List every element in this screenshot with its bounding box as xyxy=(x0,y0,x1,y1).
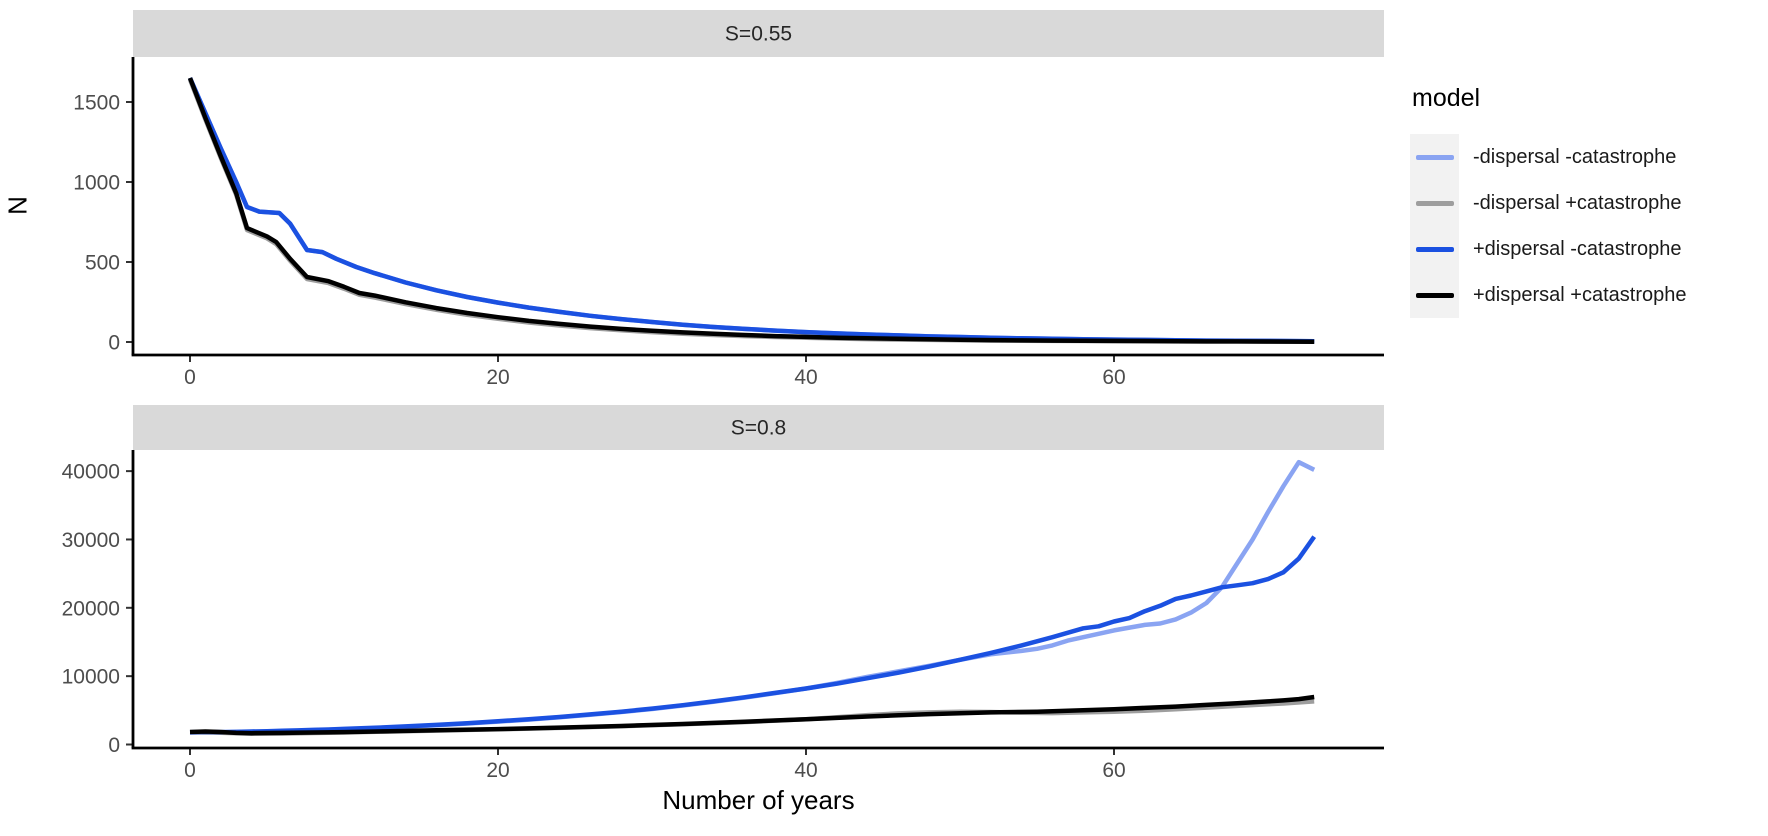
y-tick-label: 10000 xyxy=(62,666,120,689)
legend-swatch-icon xyxy=(1415,292,1454,298)
legend-item: -dispersal +catastrophe xyxy=(1410,180,1686,226)
series-line-dispersal-catastrophe xyxy=(187,78,1315,345)
legend-item: +dispersal +catastrophe xyxy=(1410,272,1686,318)
y-tick-label: 1500 xyxy=(73,92,120,115)
x-tick-label: 40 xyxy=(794,759,817,782)
legend-key-2 xyxy=(1410,226,1459,272)
x-tick-label: 20 xyxy=(486,759,509,782)
x-tick-label: 40 xyxy=(794,366,817,389)
y-tick-label: 1000 xyxy=(73,172,120,195)
legend-key-0 xyxy=(1410,134,1459,180)
y-tick-label: 0 xyxy=(108,332,120,355)
x-tick-label: 0 xyxy=(184,759,196,782)
legend-swatch-icon xyxy=(1415,246,1454,252)
y-tick-label: 500 xyxy=(85,252,120,275)
legend-key-1 xyxy=(1410,180,1459,226)
facet-strip xyxy=(133,405,1384,450)
legend-item-label: +dispersal -catastrophe xyxy=(1473,237,1682,260)
legend: model -dispersal -catastrophe -dispersal … xyxy=(1410,84,1686,318)
legend-items: -dispersal -catastrophe -dispersal +catas… xyxy=(1410,134,1686,318)
facet-strip xyxy=(133,10,1384,57)
y-axis-title: N xyxy=(2,196,33,215)
legend-item: +dispersal -catastrophe xyxy=(1410,226,1686,272)
facet-strip-label: S=0.55 xyxy=(725,23,792,46)
x-tick-label: 20 xyxy=(486,366,509,389)
series-line-dispersal-catastrophe xyxy=(187,77,1315,344)
series-line-dispersal-catastrophe xyxy=(189,694,1315,736)
x-tick-label: 0 xyxy=(184,366,196,389)
facet-strip-label: S=0.8 xyxy=(731,417,786,440)
legend-swatch-icon xyxy=(1415,200,1454,206)
x-tick-label: 60 xyxy=(1102,759,1125,782)
legend-title: model xyxy=(1412,84,1481,112)
y-tick-label: 40000 xyxy=(62,461,120,484)
y-tick-label: 30000 xyxy=(62,529,120,552)
x-axis-title: Number of years xyxy=(662,785,855,815)
legend-swatch-icon xyxy=(1415,154,1454,160)
y-tick-label: 0 xyxy=(108,734,120,757)
x-tick-label: 60 xyxy=(1102,366,1125,389)
legend-item-label: -dispersal +catastrophe xyxy=(1473,191,1682,214)
series-line-dispersal-catastrophe xyxy=(189,459,1316,735)
legend-item-label: +dispersal +catastrophe xyxy=(1473,283,1687,306)
y-tick-label: 20000 xyxy=(62,597,120,620)
series-line-dispersal-catastrophe xyxy=(187,77,1315,344)
series-line-dispersal-catastrophe xyxy=(187,77,1315,344)
legend-item-label: -dispersal -catastrophe xyxy=(1473,145,1677,168)
series-line-dispersal-catastrophe xyxy=(189,535,1317,735)
legend-item: -dispersal -catastrophe xyxy=(1410,134,1686,180)
legend-key-3 xyxy=(1410,272,1459,318)
